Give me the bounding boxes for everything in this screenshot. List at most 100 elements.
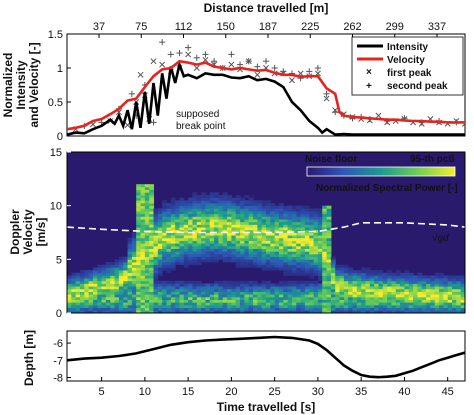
heatmap-cell	[400, 296, 405, 300]
heatmap-cell	[326, 251, 332, 255]
heatmap-cell	[166, 294, 172, 298]
heatmap-cell	[317, 253, 323, 258]
heatmap-cell	[192, 280, 198, 284]
heatmap-cell	[287, 211, 293, 215]
heatmap-cell	[339, 304, 345, 309]
heatmap-cell	[153, 259, 159, 263]
heatmap-cell	[205, 283, 211, 287]
heatmap-cell	[105, 302, 111, 306]
heatmap-cell	[175, 216, 180, 220]
heatmap-cell	[261, 256, 267, 260]
heatmap-cell	[287, 248, 293, 252]
heatmap-cell	[356, 272, 362, 276]
heatmap-cell	[287, 243, 293, 247]
heatmap-cell	[270, 251, 276, 255]
heatmap-cell	[188, 291, 193, 295]
heatmap-cell	[209, 213, 215, 217]
time-x-tick-label: 20	[225, 386, 237, 398]
heatmap-cell	[183, 200, 189, 204]
heatmap-cell	[105, 294, 111, 298]
heatmap-cell	[123, 304, 129, 309]
heatmap-cell	[287, 280, 293, 284]
heatmap-cell	[244, 232, 250, 236]
heatmap-cell	[395, 296, 401, 300]
heatmap-cell	[278, 240, 284, 244]
heatmap-cell	[157, 237, 163, 241]
heatmap-cell	[395, 272, 401, 276]
heatmap-cell	[136, 184, 142, 188]
heatmap-cell	[447, 299, 453, 303]
heatmap-cell	[140, 186, 146, 190]
heatmap-cell	[270, 227, 276, 231]
heatmap-cell	[235, 280, 241, 284]
heatmap-cell	[110, 278, 116, 282]
heatmap-cell	[439, 296, 444, 300]
heatmap-cell	[84, 275, 90, 279]
heatmap-cell	[92, 267, 98, 271]
heatmap-cell	[157, 270, 163, 274]
heatmap-cell	[408, 299, 414, 303]
heatmap-cell	[434, 272, 440, 276]
heatmap-cell	[201, 259, 206, 263]
heatmap-cell	[101, 302, 107, 306]
heatmap-cell	[144, 197, 150, 201]
heatmap-cell	[266, 253, 271, 258]
heatmap-cell	[97, 304, 103, 309]
heatmap-cell	[261, 245, 267, 249]
heatmap-cell	[97, 264, 103, 268]
heatmap-cell	[248, 240, 254, 244]
heatmap-cell	[443, 286, 449, 290]
heatmap-cell	[205, 202, 211, 207]
heatmap-cell	[214, 205, 219, 209]
heatmap-cell	[439, 299, 444, 303]
heatmap-cell	[326, 245, 332, 249]
heatmap-cell	[222, 248, 228, 252]
heatmap-cell	[222, 253, 228, 258]
heatmap-cell	[287, 304, 293, 309]
heatmap-cell	[240, 310, 245, 313]
heatmap-cell	[400, 302, 405, 306]
heatmap-cell	[374, 288, 379, 292]
heatmap-cell	[365, 296, 371, 300]
heatmap-cell	[231, 283, 237, 287]
label-line: Doppler	[8, 209, 22, 255]
heatmap-cell	[361, 302, 366, 306]
heatmap-cell	[313, 208, 319, 212]
time-x-tick-label: 25	[269, 386, 281, 398]
heatmap-cell	[361, 294, 366, 298]
heatmap-cell	[175, 235, 180, 239]
heatmap-cell	[395, 280, 401, 284]
heatmap-cell	[214, 286, 219, 290]
heatmap-cell	[222, 219, 228, 223]
heatmap-cell	[179, 245, 185, 249]
heatmap-cell	[439, 310, 444, 313]
heatmap-cell	[88, 307, 94, 311]
heatmap-cell	[97, 291, 103, 295]
heatmap-cell	[317, 288, 323, 292]
heatmap-cell	[404, 296, 410, 300]
heatmap-cell	[157, 296, 163, 300]
heatmap-cell	[326, 211, 332, 215]
heatmap-cell	[188, 310, 193, 313]
heatmap-cell	[257, 251, 263, 255]
heatmap-cell	[183, 229, 189, 233]
heatmap-cell	[266, 310, 271, 313]
heatmap-cell	[214, 294, 219, 298]
heatmap-cell	[175, 288, 180, 292]
heatmap-cell	[105, 296, 111, 300]
heatmap-cell	[162, 229, 167, 233]
heatmap-cell	[291, 235, 297, 239]
heatmap-y-tick-label: 10	[50, 201, 62, 213]
heatmap-cell	[322, 240, 328, 244]
heatmap-cell	[162, 216, 167, 220]
heatmap-cell	[434, 304, 440, 309]
heatmap-cell	[92, 296, 98, 300]
heatmap-cell	[84, 296, 90, 300]
heatmap-cell	[421, 291, 427, 295]
heatmap-cell	[240, 205, 245, 209]
heatmap-cell	[322, 229, 328, 233]
heatmap-cell	[322, 213, 328, 217]
heatmap-cell	[114, 275, 120, 279]
heatmap-cell	[244, 299, 250, 303]
heatmap-cell	[261, 267, 267, 271]
